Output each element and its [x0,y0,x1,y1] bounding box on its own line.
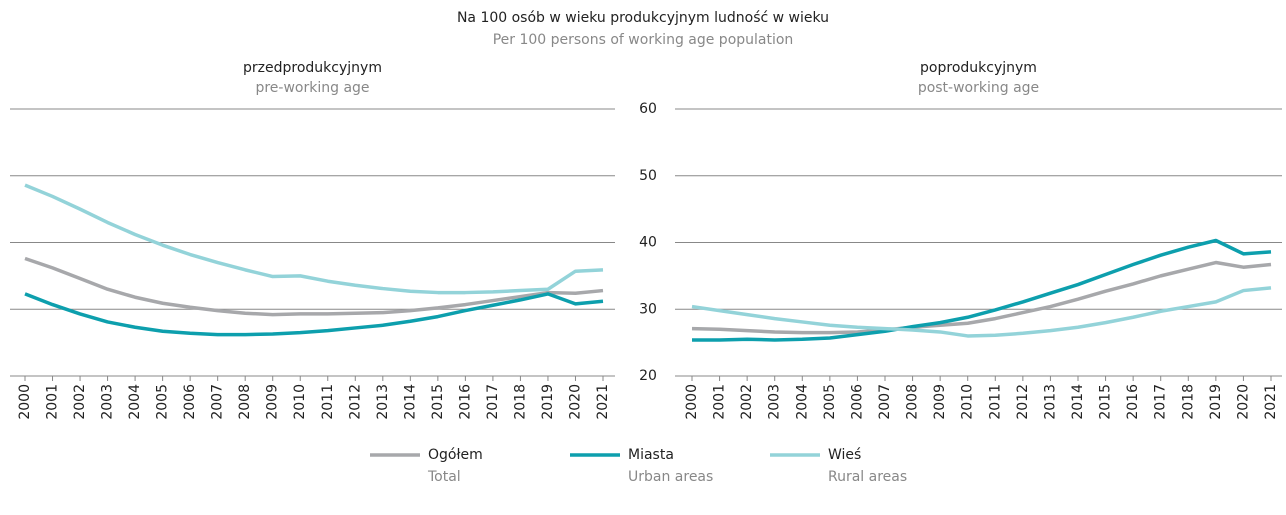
x-tick-label: 2008 [905,384,921,420]
x-tick-label: 2004 [794,384,810,420]
x-tick-label: 2015 [1098,384,1114,420]
x-tick-label: 2014 [1070,384,1086,420]
x-tick-label: 2020 [1235,384,1251,420]
x-tick-label: 2021 [595,384,611,420]
x-tick-label: 2004 [127,384,143,420]
legend-label: Wieś [828,447,861,463]
x-tick-label: 2005 [155,384,171,420]
legend-label: Miasta [628,447,674,463]
title: Na 100 osób w wieku produkcyjnym ludność… [457,10,829,26]
x-tick-label: 2010 [292,384,308,420]
series-line [24,292,604,337]
x-tick-label: 2017 [1153,384,1169,420]
x-tick-label: 2012 [347,384,363,420]
panel-title: przedprodukcyjnym [243,60,382,76]
x-tick-label: 2008 [237,384,253,420]
x-tick-label: 2006 [849,384,865,420]
x-tick-label: 2009 [265,384,281,420]
legend-label-en: Total [427,469,461,485]
x-tick-label: 2013 [1042,384,1058,420]
series-line [24,256,604,317]
x-tick-label: 2015 [430,384,446,420]
x-tick-label: 2021 [1263,384,1279,420]
series-line [691,260,1272,335]
x-tick-label: 2019 [1208,384,1224,420]
series-line [692,238,1272,342]
series-line [24,183,604,295]
x-tick-label: 2011 [987,384,1003,420]
x-tick-label: 2012 [1015,384,1031,420]
x-tick-label: 2001 [712,384,728,420]
legend-label-en: Urban areas [628,469,713,485]
legend-label: Ogółem [428,447,483,463]
x-tick-label: 2010 [960,384,976,420]
x-tick-label: 2011 [320,384,336,420]
series-line [691,286,1272,338]
x-tick-label: 2014 [402,384,418,420]
x-tick-label: 2007 [877,384,893,420]
subtitle: Per 100 persons of working age populatio… [493,32,794,48]
y-tick-label: 60 [639,101,657,117]
x-tick-label: 2018 [1180,384,1196,420]
y-tick-label: 50 [639,168,657,184]
y-tick-label: 30 [639,301,657,317]
x-tick-label: 2020 [567,384,583,420]
panel-title: poprodukcyjnym [920,60,1037,76]
x-tick-label: 2018 [512,384,528,420]
x-tick-label: 2001 [45,384,61,420]
x-tick-label: 2007 [210,384,226,420]
x-tick-label: 2016 [1125,384,1141,420]
x-tick-label: 2000 [17,384,33,420]
x-tick-label: 2003 [100,384,116,420]
x-tick-label: 2003 [767,384,783,420]
legend-label-en: Rural areas [828,469,907,485]
x-tick-label: 2006 [182,384,198,420]
x-tick-label: 2005 [822,384,838,420]
x-tick-label: 2009 [932,384,948,420]
panel-subtitle: post-working age [918,80,1039,96]
x-tick-label: 2019 [540,384,556,420]
panel-subtitle: pre-working age [255,80,369,96]
x-tick-label: 2016 [457,384,473,420]
x-tick-label: 2013 [375,384,391,420]
y-tick-label: 20 [639,368,657,384]
x-tick-label: 2002 [72,384,88,420]
y-tick-label: 40 [639,235,657,251]
x-tick-label: 2002 [739,384,755,420]
x-tick-label: 2000 [684,384,700,420]
x-tick-label: 2017 [485,384,501,420]
